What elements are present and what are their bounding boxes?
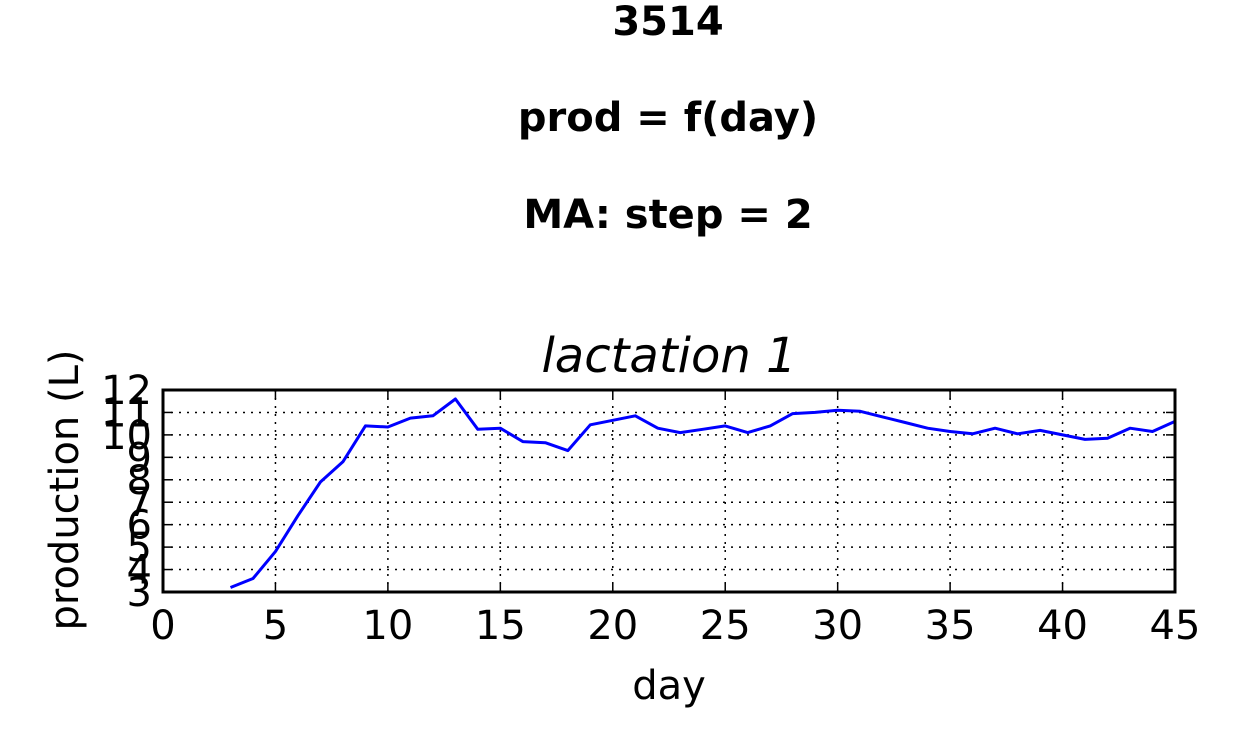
figure-title-method: MA: step = 2	[523, 192, 813, 238]
grid-lines	[163, 390, 1175, 592]
figure-title-formula: prod = f(day)	[517, 95, 819, 141]
y-tick-label: 5	[127, 525, 152, 571]
x-tick-label: 15	[475, 603, 526, 649]
plot-frame	[161, 388, 1177, 594]
x-tick-label: 40	[1037, 603, 1088, 649]
y-tick-label: 9	[127, 435, 152, 481]
y-tick-label: 12	[101, 368, 152, 414]
series-line	[229, 397, 1176, 589]
x-tick-label: 5	[263, 603, 288, 649]
x-axis-label: day	[632, 663, 706, 709]
x-tick-label: 0	[150, 603, 175, 649]
x-tick-label: 20	[587, 603, 638, 649]
y-tick-label: 7	[127, 480, 152, 526]
y-tick-label: 8	[127, 458, 152, 504]
y-tick-label: 11	[101, 390, 152, 436]
y-axis-label: production (L)	[42, 350, 88, 631]
x-tick-label: 45	[1150, 603, 1201, 649]
x-tick-label: 30	[812, 603, 863, 649]
x-tick-label: 35	[925, 603, 976, 649]
x-tick-label: 25	[700, 603, 751, 649]
y-tick-label: 6	[127, 503, 152, 549]
x-tick-label: 10	[362, 603, 413, 649]
y-tick-label: 3	[127, 570, 152, 616]
y-tick-label: 4	[127, 548, 152, 594]
figure-title-id: 3514	[612, 0, 724, 45]
y-tick-label: 10	[101, 413, 152, 459]
chart-title: lactation 1	[541, 328, 796, 384]
